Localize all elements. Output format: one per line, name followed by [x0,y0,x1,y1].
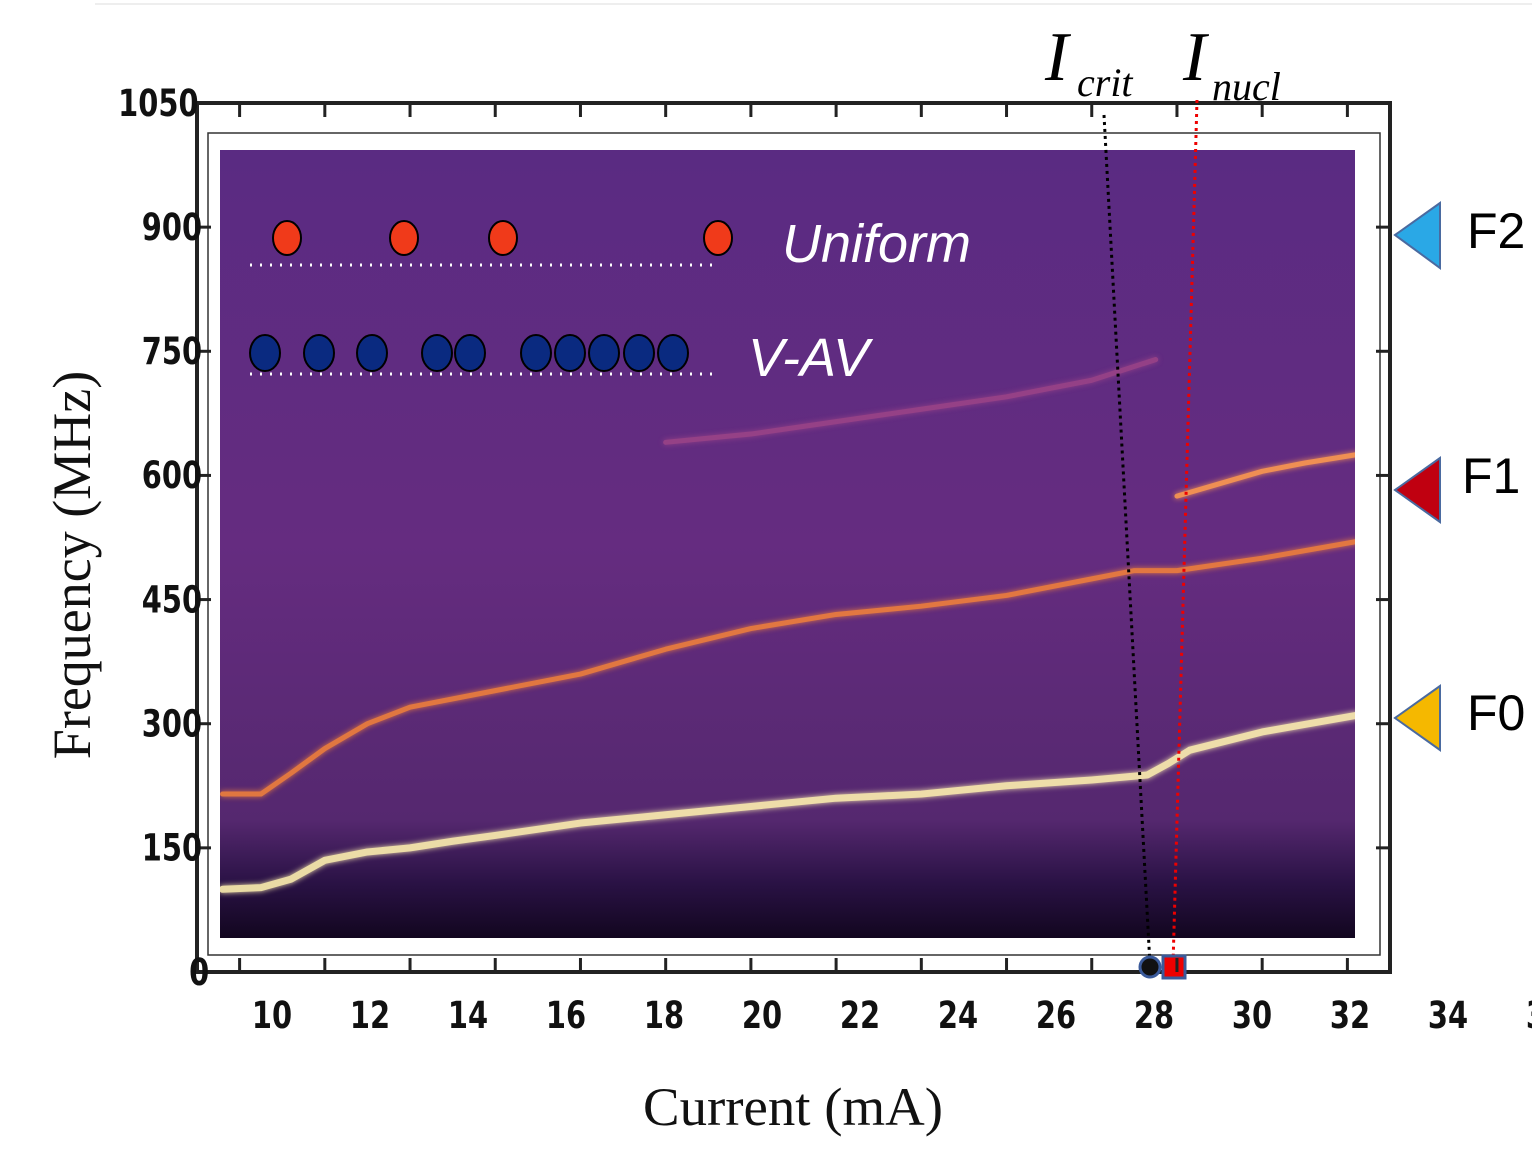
inner-frame [207,132,1381,956]
vav-dots [249,334,689,372]
x-tick-label: 26 [1036,993,1076,1037]
x-tick-label: 20 [742,993,782,1037]
x-tick-label: 28 [1134,993,1174,1037]
x-tick-label: 14 [448,993,488,1037]
plot-area [220,357,1355,893]
y-tick-label: 900 [142,205,202,249]
y-tick-label: 300 [142,702,202,746]
x-tick-label: 22 [840,993,880,1037]
f1-label: F1 [1462,448,1520,504]
x-tick-label: 24 [938,993,978,1037]
inucl-line [1171,99,1199,966]
mode-line [220,712,1355,893]
y-tick-label: 150 [142,826,202,870]
icrit-line [1102,114,1152,966]
uniform-label: Uniform [782,214,971,274]
icrit-marker [1138,955,1162,979]
f2-label: F2 [1467,203,1525,259]
inucl-marker [1161,954,1187,980]
icrit-subscript: crit [1077,60,1133,105]
mode-line [663,357,1159,445]
y-tick-label: 0 [189,950,209,994]
f0-arrow [1393,684,1441,752]
mode-line [1174,452,1355,499]
icrit-symbol: I [1044,19,1072,96]
mode-line [220,539,1355,797]
y-axis-label: Frequency (MHz) [42,371,102,759]
x-tick-label: 12 [350,993,390,1037]
vav-label: V-AV [748,328,874,388]
x-tick-label: 16 [546,993,586,1037]
heatmap [220,150,1355,938]
f1-arrow [1393,456,1441,524]
y-tick-label: 750 [142,329,202,373]
x-tick-label: 36 [1526,993,1532,1037]
x-axis-label: Current (mA) [643,1077,943,1137]
uniform-dots [272,220,733,256]
inucl-symbol: I [1182,19,1210,96]
axes-frame [195,101,1392,974]
y-tick-label: 600 [142,454,202,498]
f2-arrow [1393,201,1441,270]
x-tick-label: 32 [1330,993,1370,1037]
inucl-subscript: nucl [1212,64,1281,109]
x-tick-label: 18 [644,993,684,1037]
x-tick-label: 10 [252,993,292,1037]
y-tick-label: 1050 [118,81,198,125]
f0-label: F0 [1467,685,1525,741]
x-tick-label: 34 [1428,993,1468,1037]
y-tick-label: 450 [142,578,202,622]
x-tick-label: 30 [1232,993,1272,1037]
